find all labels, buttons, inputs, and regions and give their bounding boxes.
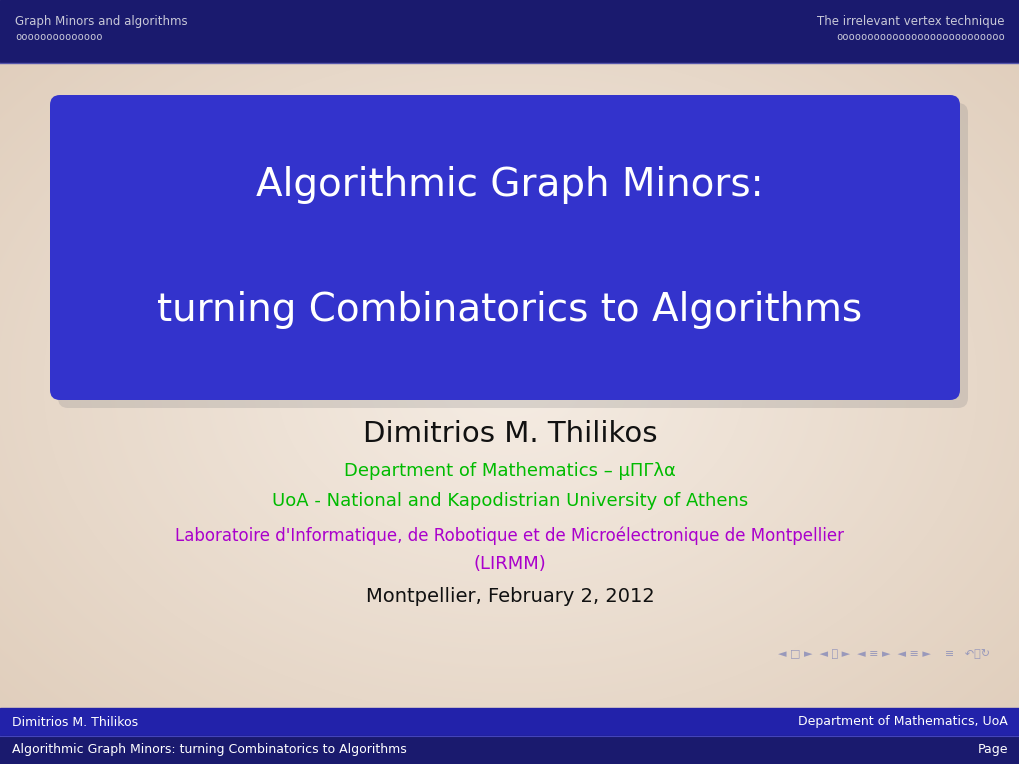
Text: Department of Mathematics, UoA: Department of Mathematics, UoA <box>798 716 1007 729</box>
Text: Algorithmic Graph Minors:: Algorithmic Graph Minors: <box>256 166 763 204</box>
Text: ◄ □ ►  ◄ ⌸ ►  ◄ ≡ ►  ◄ ≡ ►    ≡   ↶⌕↻: ◄ □ ► ◄ ⌸ ► ◄ ≡ ► ◄ ≡ ► ≡ ↶⌕↻ <box>777 649 989 659</box>
Text: Dimitrios M. Thilikos: Dimitrios M. Thilikos <box>12 716 138 729</box>
Text: Department of Mathematics – μΠΓλα: Department of Mathematics – μΠΓλα <box>343 462 676 480</box>
Text: Page: Page <box>976 743 1007 756</box>
Bar <box>0 0 1019 62</box>
Text: (LIRMM): (LIRMM) <box>473 555 546 573</box>
Text: Dimitrios M. Thilikos: Dimitrios M. Thilikos <box>363 420 656 448</box>
Text: oooooooooooooo: oooooooooooooo <box>15 32 102 42</box>
FancyBboxPatch shape <box>58 103 967 408</box>
Text: Laboratoire d'Informatique, de Robotique et de Microélectronique de Montpellier: Laboratoire d'Informatique, de Robotique… <box>175 526 844 545</box>
FancyBboxPatch shape <box>50 95 959 400</box>
Bar <box>0 708 1019 736</box>
Text: ooooooooooooooooooooooooooo: ooooooooooooooooooooooooooo <box>836 32 1004 42</box>
Text: UoA - National and Kapodistrian University of Athens: UoA - National and Kapodistrian Universi… <box>272 492 747 510</box>
Text: turning Combinatorics to Algorithms: turning Combinatorics to Algorithms <box>157 291 862 329</box>
Text: Graph Minors and algorithms: Graph Minors and algorithms <box>15 15 187 28</box>
Text: The irrelevant vertex technique: The irrelevant vertex technique <box>816 15 1004 28</box>
Text: Algorithmic Graph Minors: turning Combinatorics to Algorithms: Algorithmic Graph Minors: turning Combin… <box>12 743 407 756</box>
Bar <box>0 736 1019 764</box>
Text: Montpellier, February 2, 2012: Montpellier, February 2, 2012 <box>365 587 654 606</box>
